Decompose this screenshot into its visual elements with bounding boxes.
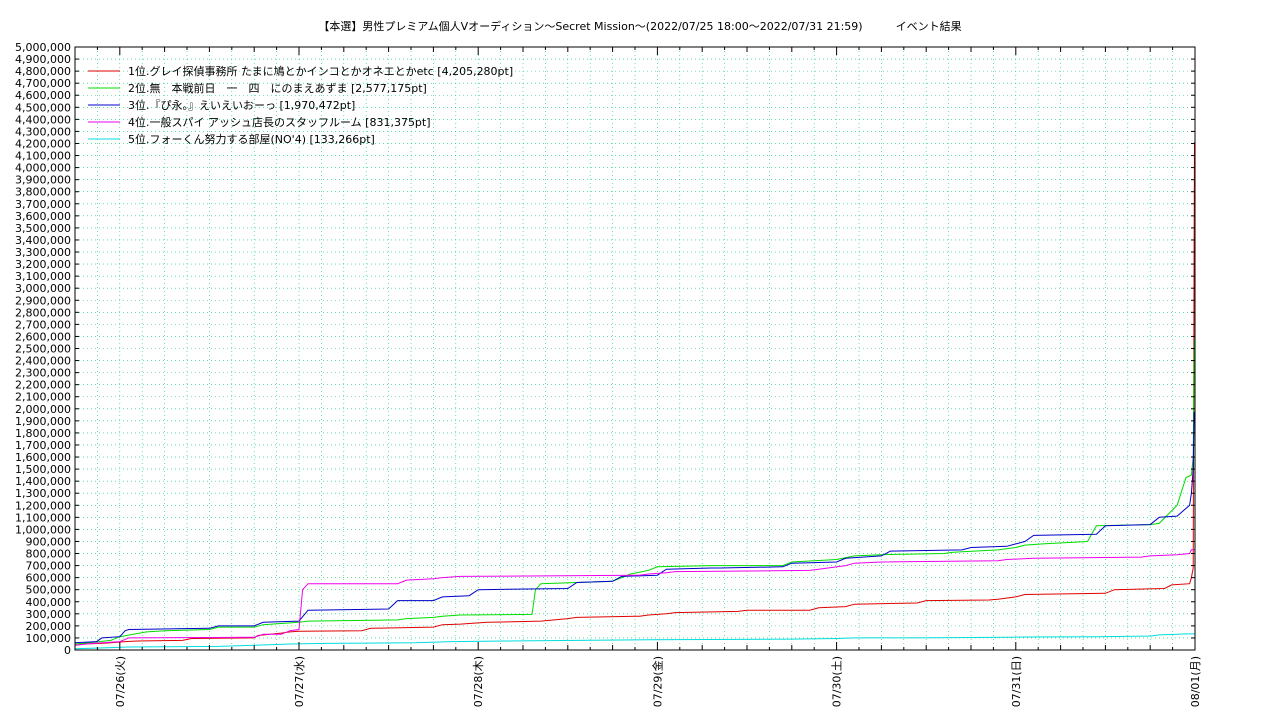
y-tick-label: 4,100,000	[15, 150, 71, 163]
y-tick-label: 1,700,000	[15, 439, 71, 452]
y-tick-label: 3,000,000	[15, 282, 71, 295]
y-tick-label: 4,900,000	[15, 53, 71, 66]
y-tick-label: 900,000	[26, 535, 72, 548]
series-line-1	[74, 142, 1195, 646]
y-tick-label: 100,000	[26, 632, 72, 645]
y-tick-label: 700,000	[26, 560, 72, 573]
y-tick-label: 4,300,000	[15, 125, 71, 138]
y-axis: 0100,000200,000300,000400,000500,000600,…	[15, 41, 1195, 657]
y-tick-label: 300,000	[26, 608, 72, 621]
x-tick-label: 07/30(土)	[831, 656, 844, 707]
y-tick-label: 3,800,000	[15, 186, 71, 199]
y-tick-label: 3,600,000	[15, 210, 71, 223]
x-tick-label: 07/29(金)	[650, 656, 664, 707]
legend-label-3: 3位.『ぴ永。』えいえいおーっ [1,970,472pt]	[128, 98, 355, 112]
x-tick-label: 07/26(火)	[114, 656, 127, 707]
y-tick-label: 1,600,000	[15, 451, 71, 464]
y-tick-label: 1,500,000	[15, 463, 71, 476]
y-tick-label: 2,000,000	[15, 403, 71, 416]
legend-label-4: 4位.一般スパイ アッシュ店長のスタッフルーム [831,375pt]	[128, 115, 431, 129]
series-line-5	[74, 633, 1195, 650]
y-tick-label: 4,000,000	[15, 162, 71, 175]
y-tick-label: 1,300,000	[15, 487, 71, 500]
x-axis: 07/26(火) 07/27(水) 07/28(木) 07/29(金) 07/30(土)…	[96, 47, 1202, 707]
x-tick-label: 07/27(水)	[293, 656, 306, 707]
y-tick-label: 1,400,000	[15, 475, 71, 488]
y-tick-label: 2,800,000	[15, 306, 71, 319]
y-tick-label: 3,700,000	[15, 198, 71, 211]
series-line-4	[74, 549, 1195, 646]
series-line-2	[74, 338, 1195, 645]
y-tick-label: 2,500,000	[15, 343, 71, 356]
y-tick-label: 3,500,000	[15, 222, 71, 235]
y-tick-label: 2,200,000	[15, 379, 71, 392]
y-tick-label: 400,000	[26, 596, 72, 609]
legend-label-1: 1位.グレイ探偵事務所 たまに鳩とかインコとかオネエとかetc [4,205,2…	[128, 64, 513, 78]
y-tick-label: 1,200,000	[15, 499, 71, 512]
y-tick-label: 4,400,000	[15, 113, 71, 126]
y-tick-label: 3,100,000	[15, 270, 71, 283]
y-tick-label: 4,200,000	[15, 137, 71, 150]
y-tick-label: 2,700,000	[15, 318, 71, 331]
y-tick-label: 2,600,000	[15, 330, 71, 343]
series-line-3	[74, 411, 1195, 644]
y-tick-label: 3,900,000	[15, 174, 71, 187]
y-tick-label: 4,500,000	[15, 101, 71, 114]
legend-label-2: 2位.無 本戦前日 一 四 にのまえあずま [2,577,175pt]	[128, 81, 427, 95]
x-tick-label: 07/28(木)	[472, 656, 485, 707]
grid-lines	[75, 47, 1195, 650]
chart-title: 【本選】男性プレミアム個人Vオーディション〜Secret Mission～(20…	[318, 20, 962, 33]
y-tick-label: 5,000,000	[15, 41, 71, 54]
x-tick-label: 08/01(月)	[1189, 656, 1202, 707]
y-tick-label: 2,100,000	[15, 391, 71, 404]
y-tick-label: 2,300,000	[15, 367, 71, 380]
y-tick-label: 600,000	[26, 572, 72, 585]
y-tick-label: 3,400,000	[15, 234, 71, 247]
y-tick-label: 800,000	[26, 548, 72, 561]
y-tick-label: 3,300,000	[15, 246, 71, 259]
legend-label-5: 5位.フォーくん努力する部屋(NO'4) [133,266pt]	[128, 132, 375, 146]
y-tick-label: 0	[64, 644, 71, 657]
y-tick-label: 1,100,000	[15, 511, 71, 524]
y-tick-label: 2,900,000	[15, 294, 71, 307]
y-tick-label: 1,800,000	[15, 427, 71, 440]
y-tick-label: 4,700,000	[15, 77, 71, 90]
y-tick-label: 500,000	[26, 584, 72, 597]
y-tick-label: 200,000	[26, 620, 72, 633]
y-tick-label: 2,400,000	[15, 355, 71, 368]
x-tick-label: 07/31(日)	[1010, 656, 1023, 707]
y-tick-label: 3,200,000	[15, 258, 71, 271]
y-tick-label: 1,900,000	[15, 415, 71, 428]
y-tick-label: 1,000,000	[15, 523, 71, 536]
legend: 1位.グレイ探偵事務所 たまに鳩とかインコとかオネエとかetc [4,205,2…	[88, 64, 513, 146]
y-tick-label: 4,600,000	[15, 89, 71, 102]
y-tick-label: 4,800,000	[15, 65, 71, 78]
